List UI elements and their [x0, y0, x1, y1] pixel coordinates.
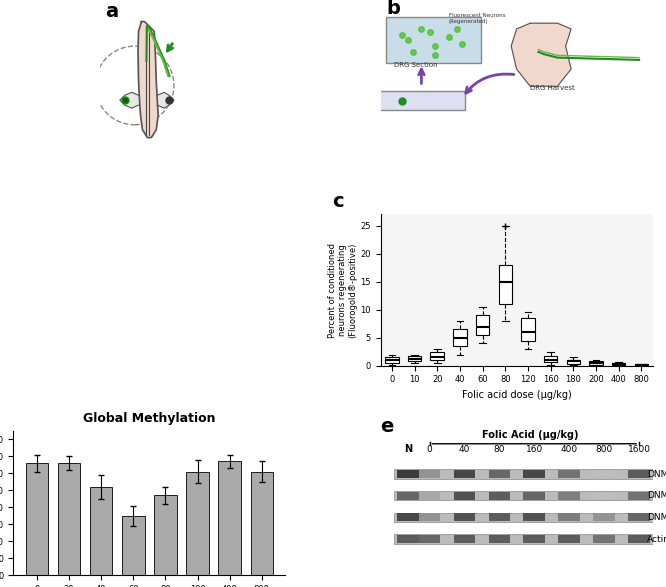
- FancyBboxPatch shape: [378, 91, 465, 110]
- PathPatch shape: [408, 356, 422, 361]
- PathPatch shape: [430, 352, 444, 360]
- PathPatch shape: [589, 361, 603, 365]
- Title: Global Methylation: Global Methylation: [83, 413, 216, 426]
- Text: DNMT3A: DNMT3A: [647, 470, 666, 478]
- FancyBboxPatch shape: [523, 535, 545, 543]
- PathPatch shape: [453, 329, 467, 346]
- Text: Actin: Actin: [647, 535, 666, 544]
- Polygon shape: [120, 92, 139, 108]
- Bar: [154, 495, 176, 575]
- FancyBboxPatch shape: [558, 470, 580, 478]
- Bar: [122, 516, 145, 575]
- Bar: [58, 463, 81, 575]
- FancyBboxPatch shape: [394, 470, 653, 479]
- FancyBboxPatch shape: [419, 470, 440, 478]
- FancyBboxPatch shape: [628, 514, 650, 521]
- X-axis label: Folic acid dose (μg/kg): Folic acid dose (μg/kg): [462, 390, 571, 400]
- Bar: [90, 487, 113, 575]
- FancyBboxPatch shape: [489, 514, 510, 521]
- FancyBboxPatch shape: [419, 535, 440, 543]
- Text: 0: 0: [427, 446, 432, 454]
- PathPatch shape: [476, 315, 490, 335]
- Text: 400: 400: [561, 446, 578, 454]
- Polygon shape: [511, 23, 571, 86]
- FancyBboxPatch shape: [628, 535, 650, 543]
- Text: a: a: [105, 2, 119, 21]
- Bar: [186, 471, 208, 575]
- FancyBboxPatch shape: [397, 470, 419, 478]
- PathPatch shape: [544, 356, 557, 362]
- FancyBboxPatch shape: [593, 535, 615, 543]
- Text: 1600: 1600: [627, 446, 651, 454]
- Text: 40: 40: [459, 446, 470, 454]
- Bar: [250, 471, 273, 575]
- FancyBboxPatch shape: [397, 514, 419, 521]
- FancyBboxPatch shape: [394, 491, 653, 501]
- Bar: [26, 463, 48, 575]
- FancyBboxPatch shape: [523, 492, 545, 500]
- FancyBboxPatch shape: [489, 535, 510, 543]
- Polygon shape: [157, 92, 174, 108]
- FancyBboxPatch shape: [523, 470, 545, 478]
- Text: 160: 160: [525, 446, 543, 454]
- PathPatch shape: [385, 357, 399, 363]
- FancyBboxPatch shape: [558, 514, 580, 521]
- Text: DNMT3B: DNMT3B: [647, 491, 666, 500]
- FancyBboxPatch shape: [454, 492, 476, 500]
- PathPatch shape: [521, 318, 535, 340]
- PathPatch shape: [635, 364, 648, 365]
- Text: N: N: [404, 444, 412, 454]
- FancyBboxPatch shape: [593, 470, 615, 478]
- PathPatch shape: [612, 363, 625, 365]
- FancyBboxPatch shape: [628, 470, 650, 478]
- FancyBboxPatch shape: [419, 492, 440, 500]
- Text: 80: 80: [494, 446, 505, 454]
- FancyBboxPatch shape: [454, 470, 476, 478]
- Polygon shape: [138, 22, 159, 137]
- FancyBboxPatch shape: [558, 535, 580, 543]
- FancyBboxPatch shape: [397, 492, 419, 500]
- FancyBboxPatch shape: [419, 514, 440, 521]
- Text: Fluorescent Neurons
(Regenerated): Fluorescent Neurons (Regenerated): [449, 14, 505, 24]
- FancyBboxPatch shape: [397, 535, 419, 543]
- FancyBboxPatch shape: [558, 492, 580, 500]
- FancyBboxPatch shape: [523, 514, 545, 521]
- Text: b: b: [386, 0, 400, 18]
- FancyBboxPatch shape: [628, 492, 650, 500]
- FancyBboxPatch shape: [593, 492, 615, 500]
- FancyBboxPatch shape: [386, 18, 482, 63]
- Text: Folic Acid (μg/kg): Folic Acid (μg/kg): [482, 430, 579, 440]
- FancyBboxPatch shape: [394, 534, 653, 544]
- Text: e: e: [380, 417, 394, 436]
- PathPatch shape: [567, 360, 580, 363]
- FancyBboxPatch shape: [394, 513, 653, 522]
- Y-axis label: Percent of conditioned
neurons regenerating
(Fluorogold®-positive): Percent of conditioned neurons regenerat…: [328, 242, 358, 338]
- Text: DRG Section: DRG Section: [394, 62, 438, 68]
- Text: 800: 800: [595, 446, 613, 454]
- FancyBboxPatch shape: [454, 535, 476, 543]
- Text: c: c: [332, 192, 343, 211]
- FancyBboxPatch shape: [454, 514, 476, 521]
- PathPatch shape: [499, 265, 512, 304]
- FancyBboxPatch shape: [593, 514, 615, 521]
- Text: DRG Harvest: DRG Harvest: [530, 85, 575, 91]
- FancyBboxPatch shape: [489, 470, 510, 478]
- Text: DNMT1: DNMT1: [647, 513, 666, 522]
- Bar: [218, 461, 241, 575]
- FancyBboxPatch shape: [489, 492, 510, 500]
